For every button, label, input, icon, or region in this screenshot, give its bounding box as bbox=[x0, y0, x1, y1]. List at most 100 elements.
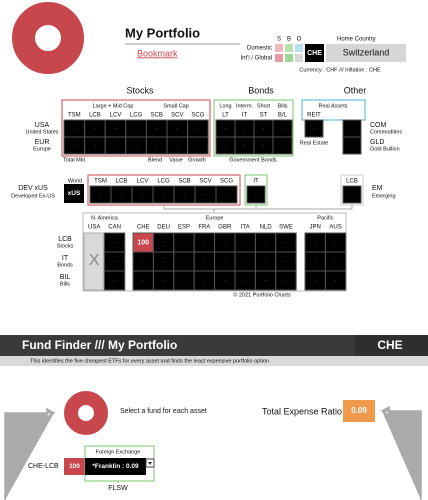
empty-dash: - bbox=[225, 126, 227, 132]
region-label: Europe bbox=[206, 215, 224, 221]
empty-dash: - bbox=[204, 240, 206, 246]
country-code: ITA bbox=[241, 225, 250, 231]
empty-dash: - bbox=[183, 278, 185, 284]
empty-dash: - bbox=[226, 192, 228, 198]
row-name: Emerging bbox=[372, 193, 396, 199]
column-label: SCB bbox=[178, 179, 190, 185]
fx-label: Foreign Exchange bbox=[96, 449, 141, 455]
empty-dash: - bbox=[351, 192, 353, 198]
excluded-box bbox=[83, 232, 104, 291]
country-code: NLD bbox=[260, 225, 273, 231]
domestic-label: Domestic bbox=[247, 46, 272, 52]
empty-dash: - bbox=[121, 192, 123, 198]
empty-dash: - bbox=[114, 240, 116, 246]
row-code: COM bbox=[370, 122, 387, 129]
column-label: REIT bbox=[307, 113, 321, 119]
empty-dash: - bbox=[244, 126, 246, 132]
empty-dash: - bbox=[335, 278, 337, 284]
asset-cell bbox=[324, 270, 347, 291]
ter-label: Total Expense Ratio bbox=[262, 406, 342, 416]
sbo-swatch bbox=[275, 44, 283, 52]
country-code: USA bbox=[88, 225, 100, 231]
empty-dash: - bbox=[183, 259, 185, 265]
home-country-box bbox=[305, 44, 324, 62]
description: This identifies the five cheapest ETFs f… bbox=[30, 358, 269, 364]
country-code: ESP bbox=[178, 225, 190, 231]
column-sub: Short bbox=[257, 103, 271, 109]
asset-cell bbox=[342, 136, 362, 155]
empty-dash: - bbox=[197, 143, 199, 149]
sbo-letter: B bbox=[287, 37, 291, 43]
empty-dash: - bbox=[263, 143, 265, 149]
column-label: SCV bbox=[199, 179, 211, 185]
country-code: CAN bbox=[108, 225, 121, 231]
empty-dash: - bbox=[263, 126, 265, 132]
empty-dash: - bbox=[73, 143, 75, 149]
footer-label: Government Bonds bbox=[229, 157, 277, 163]
arrow-left bbox=[4, 407, 56, 500]
sbo-swatch bbox=[275, 54, 283, 62]
empty-dash: - bbox=[225, 143, 227, 149]
empty-dash: - bbox=[114, 259, 116, 265]
column-label: B/L bbox=[278, 113, 288, 119]
row-name: Gold Bullion bbox=[370, 146, 400, 152]
asset-weight: 100 bbox=[69, 463, 80, 470]
empty-dash: - bbox=[282, 143, 284, 149]
column-label: SCV bbox=[171, 113, 183, 119]
empty-dash: - bbox=[156, 143, 158, 149]
empty-dash: - bbox=[224, 240, 226, 246]
column-sub: Interm. bbox=[236, 103, 254, 109]
group-label: Small Cap bbox=[163, 103, 188, 109]
description-bar bbox=[0, 356, 428, 366]
section-heading: Stocks bbox=[126, 85, 154, 95]
allocation-donut bbox=[64, 391, 108, 435]
row-code: EM bbox=[372, 185, 383, 192]
asset-cell bbox=[187, 136, 209, 155]
asset-cell bbox=[272, 136, 293, 155]
column-sub: Bills bbox=[277, 103, 287, 109]
footer-label: Value bbox=[169, 157, 183, 163]
column-label: TSM bbox=[94, 179, 107, 185]
bookmark-link[interactable]: Bookmark bbox=[137, 48, 178, 58]
column-sub: Long bbox=[219, 103, 231, 109]
empty-dash: - bbox=[142, 259, 144, 265]
empty-dash: - bbox=[163, 240, 165, 246]
empty-dash: - bbox=[335, 259, 337, 265]
row-name: Bills bbox=[60, 281, 70, 287]
country-name-box bbox=[326, 44, 406, 62]
xus-badge bbox=[64, 184, 84, 203]
column-label: LCB bbox=[346, 179, 358, 185]
empty-dash: - bbox=[313, 126, 315, 132]
country-code: FRA bbox=[198, 225, 210, 231]
empty-dash: - bbox=[142, 278, 144, 284]
column-label: LCV bbox=[137, 179, 149, 185]
empty-dash: - bbox=[135, 143, 137, 149]
fund-select[interactable] bbox=[85, 458, 146, 475]
column-label: IT bbox=[253, 179, 259, 185]
column-label: ST bbox=[260, 113, 268, 119]
empty-dash: - bbox=[351, 143, 353, 149]
sbo-letter: O bbox=[297, 37, 302, 43]
group-label: Real Assets bbox=[318, 103, 347, 109]
sbo-swatch bbox=[285, 54, 293, 62]
empty-dash: - bbox=[244, 278, 246, 284]
allocation-value: 100 bbox=[137, 239, 149, 246]
section-heading: Bonds bbox=[248, 85, 274, 95]
empty-dash: - bbox=[265, 240, 267, 246]
row-code: DEV xUS bbox=[18, 185, 48, 192]
country-code: SWE bbox=[279, 225, 293, 231]
row-name: United States bbox=[25, 129, 58, 135]
world-label: World bbox=[68, 178, 82, 184]
empty-dash: - bbox=[282, 126, 284, 132]
empty-dash: - bbox=[244, 259, 246, 265]
column-label: SCG bbox=[220, 179, 233, 185]
row-name: Developed Ex-US bbox=[11, 193, 55, 199]
weight-box bbox=[64, 458, 85, 475]
empty-dash: - bbox=[204, 259, 206, 265]
empty-dash: - bbox=[176, 126, 178, 132]
region-label: Pacific bbox=[317, 215, 333, 221]
bonds-frame bbox=[213, 99, 294, 157]
sbo-swatch bbox=[285, 44, 293, 52]
